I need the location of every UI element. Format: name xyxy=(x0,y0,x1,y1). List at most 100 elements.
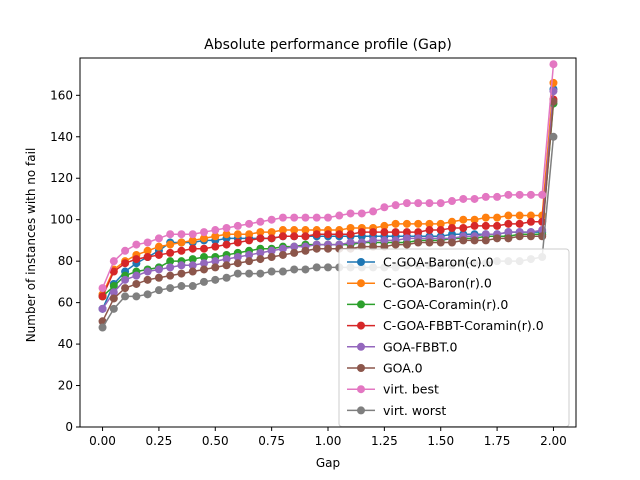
x-tick-label: 0.00 xyxy=(89,434,116,448)
data-point xyxy=(301,246,310,255)
y-tick-label: 0 xyxy=(65,420,73,434)
data-point xyxy=(425,199,434,208)
data-point xyxy=(549,78,558,87)
data-point xyxy=(222,240,231,249)
data-point xyxy=(256,255,265,264)
data-point xyxy=(154,273,163,282)
y-tick-label: 40 xyxy=(58,337,73,351)
data-point xyxy=(200,244,208,253)
data-point xyxy=(504,228,513,237)
data-point xyxy=(166,271,175,280)
data-point xyxy=(380,221,389,230)
data-point xyxy=(132,292,141,301)
data-point xyxy=(188,255,197,264)
data-point xyxy=(324,213,332,222)
data-point xyxy=(177,230,186,239)
data-point xyxy=(301,265,310,274)
data-point xyxy=(256,228,265,237)
data-point xyxy=(391,201,400,210)
legend-item: C-GOA-Coramin(r).0 xyxy=(347,297,508,312)
data-point xyxy=(200,277,208,286)
data-point xyxy=(380,203,389,212)
data-point xyxy=(504,219,513,228)
data-point xyxy=(312,263,321,272)
legend-label: C-GOA-Baron(c).0 xyxy=(383,255,494,270)
data-point xyxy=(369,236,378,245)
legend-label: C-GOA-Baron(r).0 xyxy=(383,276,492,291)
data-point xyxy=(459,236,468,245)
data-point xyxy=(312,230,321,239)
data-point xyxy=(436,226,445,235)
data-point xyxy=(504,190,513,199)
data-point xyxy=(211,263,220,272)
data-point xyxy=(436,219,445,228)
data-point xyxy=(526,190,535,199)
data-point xyxy=(109,304,118,313)
data-point xyxy=(425,226,434,235)
y-tick-label: 160 xyxy=(50,88,73,102)
legend-item: C-GOA-Baron(r).0 xyxy=(347,276,492,291)
data-point xyxy=(278,226,287,235)
x-tick-label: 0.75 xyxy=(258,434,285,448)
data-point xyxy=(301,213,310,222)
data-point xyxy=(481,213,490,222)
data-point xyxy=(448,197,456,206)
data-point xyxy=(154,234,163,243)
data-point xyxy=(256,248,265,257)
data-point xyxy=(448,223,456,232)
data-point xyxy=(278,267,287,276)
data-point xyxy=(402,234,411,243)
chart-title: Absolute performance profile (Gap) xyxy=(204,37,452,53)
legend-item: GOA.0 xyxy=(347,361,423,376)
data-point xyxy=(290,232,299,241)
data-point xyxy=(121,246,130,255)
data-point xyxy=(470,236,479,245)
data-point xyxy=(425,219,434,228)
data-point xyxy=(504,234,513,243)
x-tick-label: 0.25 xyxy=(146,434,173,448)
data-point xyxy=(515,232,524,241)
data-point xyxy=(459,215,468,224)
data-point xyxy=(233,238,242,247)
data-point xyxy=(188,282,197,291)
data-point xyxy=(481,230,490,239)
data-point xyxy=(121,284,130,293)
data-point xyxy=(425,238,434,247)
data-point xyxy=(312,244,321,253)
data-point xyxy=(380,228,389,237)
data-point xyxy=(493,221,502,230)
data-point xyxy=(526,211,535,220)
data-point xyxy=(414,219,423,228)
data-point xyxy=(188,261,197,270)
data-point xyxy=(470,215,479,224)
data-point xyxy=(493,192,502,201)
data-point xyxy=(414,199,423,208)
data-point xyxy=(211,232,220,241)
data-point xyxy=(278,250,287,259)
data-point xyxy=(290,248,299,257)
data-point xyxy=(233,230,242,239)
data-point xyxy=(109,267,118,276)
data-point xyxy=(222,223,231,232)
data-point xyxy=(200,265,208,274)
data-point xyxy=(312,213,321,222)
data-point xyxy=(222,261,231,270)
data-point xyxy=(493,234,502,243)
data-point xyxy=(549,132,558,141)
data-point xyxy=(121,259,130,268)
y-tick-label: 100 xyxy=(50,213,73,227)
data-point xyxy=(245,236,254,245)
data-point xyxy=(459,194,468,203)
data-point xyxy=(391,228,400,237)
series-4 xyxy=(98,87,558,313)
data-point xyxy=(290,242,299,251)
data-point xyxy=(526,217,535,226)
legend-item: GOA-FBBT.0 xyxy=(347,339,458,354)
legend-label: GOA-FBBT.0 xyxy=(383,339,458,354)
data-point xyxy=(267,228,276,237)
data-point xyxy=(188,267,197,276)
data-point xyxy=(549,97,558,106)
data-point xyxy=(324,230,332,239)
x-tick-label: 1.75 xyxy=(484,434,511,448)
